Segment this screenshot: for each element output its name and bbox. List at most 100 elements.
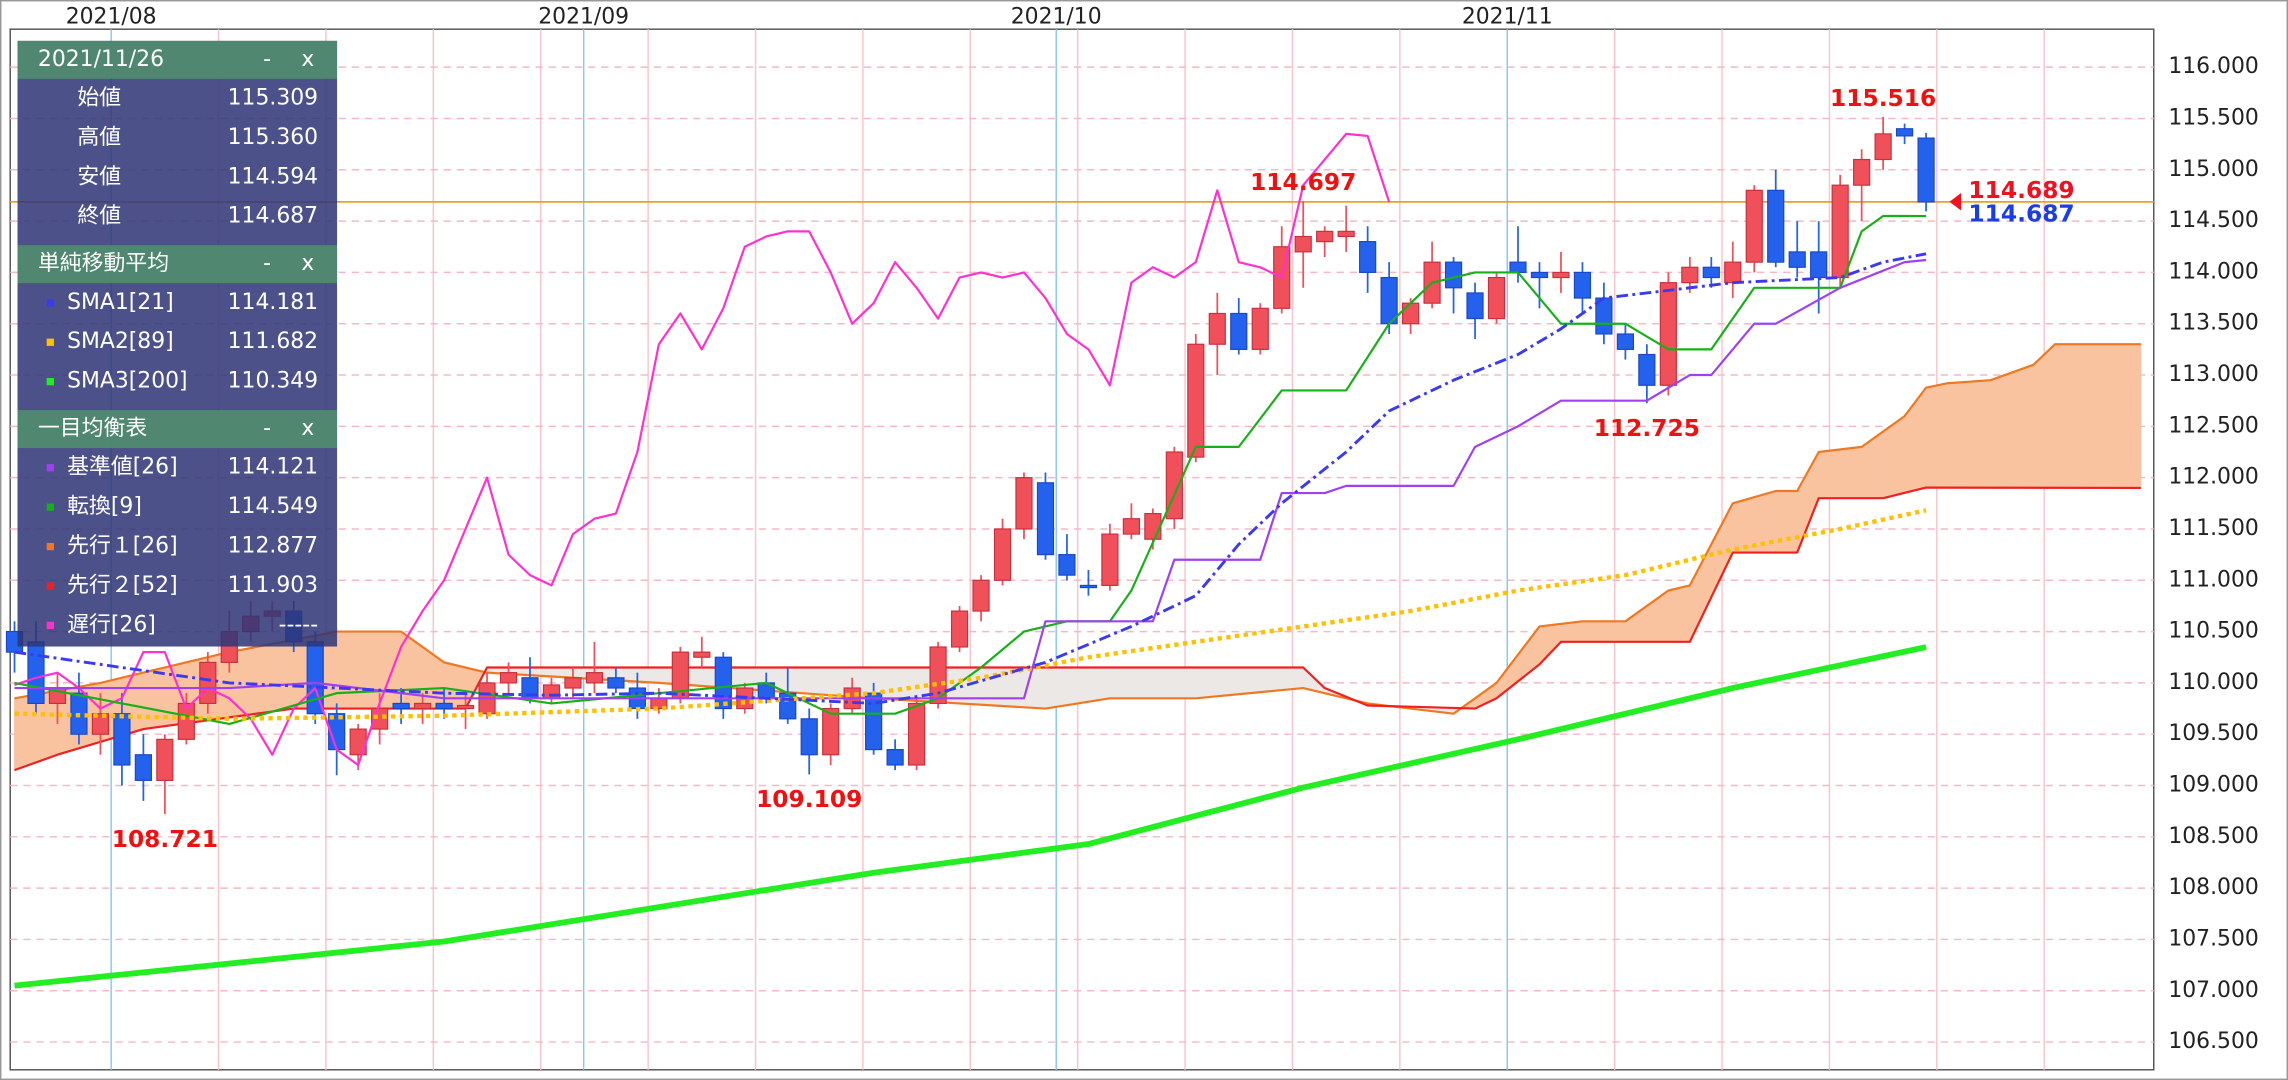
cloud-fill — [1179, 667, 1186, 699]
cloud-fill — [1254, 667, 1261, 694]
legend-value: 114.181 — [228, 290, 318, 315]
panel-header — [17, 245, 338, 284]
annotation: 114.697 — [1250, 168, 1356, 196]
candle-body — [1122, 518, 1140, 535]
y-tick-label: 108.500 — [2168, 824, 2258, 849]
candle-body — [564, 677, 582, 689]
legend-swatch — [46, 582, 54, 590]
legend-label: SMA1[21] — [67, 290, 174, 315]
minimize-button[interactable]: - — [263, 251, 271, 276]
cloud-fill — [1732, 501, 1739, 554]
cloud-fill — [454, 664, 461, 709]
legend-swatch — [46, 464, 54, 472]
minimize-button[interactable]: - — [263, 416, 271, 441]
candle-body — [1079, 584, 1098, 589]
candle-body — [1659, 282, 1677, 386]
cloud-fill — [814, 667, 821, 695]
cloud-fill — [2054, 343, 2061, 489]
candle-body — [1788, 251, 1806, 268]
cloud-fill — [1130, 667, 1138, 699]
cloud-fill — [1286, 667, 1293, 691]
cloud-fill — [1061, 667, 1068, 707]
panel-title: 2021/11/26 — [38, 47, 164, 72]
cloud-fill — [346, 631, 354, 709]
legend-label: 遅行[26] — [67, 612, 156, 637]
minimize-button[interactable]: - — [263, 47, 271, 72]
cloud-fill — [266, 643, 273, 713]
close-button[interactable]: x — [301, 416, 314, 441]
cloud-fill — [132, 673, 139, 733]
candle-body — [499, 672, 518, 684]
cloud-fill — [137, 672, 144, 732]
cloud-fill — [798, 667, 805, 694]
cloud-fill — [1098, 667, 1105, 701]
cloud-fill — [1941, 382, 1949, 489]
cloud-fill — [1791, 490, 1798, 554]
candle-body — [435, 702, 453, 710]
candle-body — [1702, 266, 1720, 279]
ohlc-label: 安値 — [77, 164, 121, 189]
cloud-fill — [406, 634, 413, 709]
price-tag: 114.687 — [1968, 200, 2074, 228]
candle-body — [1895, 128, 1914, 137]
cloud-fill — [1888, 422, 1895, 498]
panel-header — [17, 40, 338, 79]
y-tick-label: 113.000 — [2168, 362, 2258, 387]
cloud-fill — [883, 667, 891, 700]
candle-body — [413, 702, 432, 710]
y-tick-label: 107.000 — [2168, 978, 2258, 1003]
candle-body — [929, 646, 947, 705]
close-button[interactable]: x — [301, 47, 314, 72]
cloud-fill — [1786, 490, 1793, 554]
ohlc-value: 114.594 — [228, 164, 318, 189]
cloud-fill — [1925, 386, 1932, 489]
cloud-fill — [830, 667, 837, 697]
cloud-fill — [2000, 373, 2008, 489]
legend-label: SMA3[200] — [67, 369, 187, 394]
y-tick-label: 107.500 — [2168, 926, 2258, 951]
candle-body — [1316, 230, 1334, 243]
cloud-fill — [24, 694, 32, 767]
cloud-fill — [556, 667, 563, 678]
cloud-fill — [577, 667, 585, 679]
annotation: 112.725 — [1594, 414, 1700, 442]
close-button[interactable]: x — [301, 251, 314, 276]
cloud-fill — [1684, 584, 1691, 643]
cloud-fill — [2102, 343, 2110, 489]
cloud-fill — [384, 631, 391, 709]
candle-body — [1810, 251, 1828, 279]
cloud-fill — [1018, 667, 1025, 708]
candle-body — [972, 579, 990, 612]
cloud-fill — [1259, 667, 1267, 693]
cloud-fill — [1270, 667, 1277, 692]
cloud-fill — [1968, 380, 1975, 489]
y-tick-label: 109.000 — [2168, 773, 2258, 798]
cloud-fill — [336, 631, 343, 709]
cloud-fill — [1920, 386, 1927, 490]
cloud-fill — [653, 667, 660, 684]
cloud-fill — [1957, 381, 1965, 489]
cloud-fill — [1147, 667, 1154, 699]
candle-body — [1724, 261, 1742, 284]
cloud-fill — [1077, 667, 1084, 704]
panel-title: 単純移動平均 — [38, 251, 169, 276]
cloud-fill — [250, 646, 257, 715]
cloud-fill — [1646, 601, 1653, 643]
cloud-fill — [1195, 667, 1202, 699]
indicator-line — [14, 343, 2141, 715]
cloud-fill — [1871, 434, 1879, 499]
cloud-fill — [819, 667, 826, 696]
cloud-fill — [1157, 667, 1165, 699]
cloud-fill — [889, 667, 896, 701]
candle-body — [199, 661, 217, 705]
cloud-fill — [1238, 667, 1245, 695]
cloud-fill — [1979, 380, 1986, 489]
candle-body — [1874, 133, 1892, 161]
cloud-fill — [1657, 593, 1664, 643]
cloud-fill — [1168, 667, 1175, 699]
candle-body — [1337, 230, 1355, 238]
cloud-fill — [1039, 667, 1046, 710]
cloud-fill — [19, 695, 26, 769]
y-tick-label: 115.000 — [2168, 157, 2258, 182]
